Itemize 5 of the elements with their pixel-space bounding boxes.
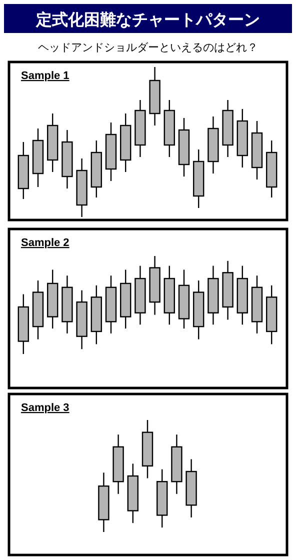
text: 定式化困難なチャートパターン (35, 11, 260, 29)
chart-title: Sample 3 (21, 402, 70, 414)
text: ヘッドアンドショルダーといえるのはどれ？ (38, 42, 258, 54)
chart-title: Sample 1 (21, 70, 70, 82)
chart-title: Sample 2 (21, 237, 70, 249)
